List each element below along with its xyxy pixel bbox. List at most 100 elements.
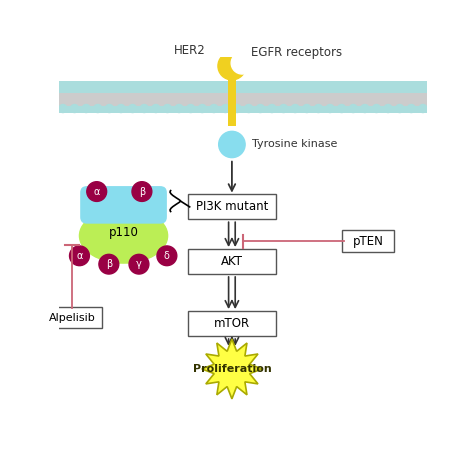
Text: mTOR: mTOR	[214, 317, 250, 330]
Text: α: α	[93, 187, 100, 197]
FancyBboxPatch shape	[342, 230, 393, 252]
Circle shape	[245, 104, 253, 112]
Circle shape	[82, 82, 90, 90]
Circle shape	[384, 82, 392, 90]
Circle shape	[396, 104, 404, 112]
Circle shape	[337, 104, 346, 112]
Text: Tyrosine kinase: Tyrosine kinase	[252, 139, 337, 149]
Circle shape	[291, 104, 299, 112]
Circle shape	[245, 82, 253, 90]
Text: AKT: AKT	[221, 255, 243, 268]
Circle shape	[94, 104, 102, 112]
Circle shape	[99, 255, 119, 274]
Circle shape	[349, 104, 357, 112]
Circle shape	[361, 104, 369, 112]
FancyBboxPatch shape	[188, 249, 276, 274]
Text: Proliferation: Proliferation	[192, 364, 271, 374]
Circle shape	[373, 82, 381, 90]
Circle shape	[164, 82, 172, 90]
Circle shape	[70, 246, 90, 265]
Circle shape	[94, 82, 102, 90]
Circle shape	[175, 104, 183, 112]
Circle shape	[198, 82, 206, 90]
Text: PI3K mutant: PI3K mutant	[196, 201, 268, 213]
Circle shape	[233, 82, 241, 90]
Circle shape	[280, 104, 288, 112]
Circle shape	[221, 82, 229, 90]
Text: p110: p110	[109, 226, 138, 238]
Circle shape	[326, 104, 334, 112]
Circle shape	[140, 82, 148, 90]
Circle shape	[175, 82, 183, 90]
Circle shape	[373, 104, 381, 112]
Text: pTEN: pTEN	[352, 235, 383, 248]
Circle shape	[221, 104, 229, 112]
Circle shape	[349, 82, 357, 90]
Circle shape	[219, 131, 245, 158]
Circle shape	[210, 82, 218, 90]
Text: γ: γ	[136, 259, 142, 269]
Circle shape	[152, 82, 160, 90]
Circle shape	[419, 82, 427, 90]
Circle shape	[337, 82, 346, 90]
Ellipse shape	[80, 209, 168, 263]
Circle shape	[187, 82, 195, 90]
Circle shape	[396, 82, 404, 90]
Text: EGFR receptors: EGFR receptors	[251, 46, 342, 59]
Bar	[59, 81, 427, 93]
Circle shape	[218, 52, 246, 80]
Circle shape	[280, 82, 288, 90]
Circle shape	[187, 104, 195, 112]
Text: δ: δ	[164, 251, 170, 261]
FancyBboxPatch shape	[188, 311, 276, 336]
FancyBboxPatch shape	[80, 186, 167, 224]
Circle shape	[198, 104, 206, 112]
Polygon shape	[202, 339, 262, 399]
Circle shape	[303, 82, 311, 90]
Circle shape	[105, 104, 113, 112]
Text: p85: p85	[112, 199, 135, 212]
Circle shape	[326, 82, 334, 90]
FancyBboxPatch shape	[188, 194, 276, 219]
Circle shape	[117, 82, 125, 90]
Circle shape	[231, 52, 253, 74]
Circle shape	[419, 104, 427, 112]
Circle shape	[128, 104, 137, 112]
Circle shape	[233, 104, 241, 112]
Circle shape	[59, 82, 67, 90]
Circle shape	[303, 104, 311, 112]
Circle shape	[256, 104, 264, 112]
Circle shape	[407, 82, 415, 90]
Circle shape	[132, 182, 152, 201]
Circle shape	[407, 104, 415, 112]
Circle shape	[210, 104, 218, 112]
Circle shape	[129, 255, 149, 274]
Circle shape	[59, 104, 67, 112]
Circle shape	[384, 104, 392, 112]
Circle shape	[105, 82, 113, 90]
Circle shape	[157, 246, 177, 265]
Circle shape	[152, 104, 160, 112]
FancyBboxPatch shape	[42, 307, 102, 328]
Text: β: β	[106, 259, 112, 269]
Circle shape	[268, 104, 276, 112]
Text: Alpelisib: Alpelisib	[49, 313, 95, 323]
Text: α: α	[76, 251, 82, 261]
Circle shape	[71, 104, 79, 112]
Text: β: β	[139, 187, 145, 197]
Circle shape	[87, 182, 107, 201]
Circle shape	[164, 104, 172, 112]
Circle shape	[314, 82, 322, 90]
Bar	[59, 81, 427, 113]
Text: HER2: HER2	[174, 44, 206, 57]
Circle shape	[82, 104, 90, 112]
Bar	[228, 73, 236, 126]
Circle shape	[291, 82, 299, 90]
Bar	[59, 106, 427, 113]
Circle shape	[71, 82, 79, 90]
Circle shape	[268, 82, 276, 90]
Circle shape	[117, 104, 125, 112]
Circle shape	[256, 82, 264, 90]
Circle shape	[128, 82, 137, 90]
Circle shape	[314, 104, 322, 112]
